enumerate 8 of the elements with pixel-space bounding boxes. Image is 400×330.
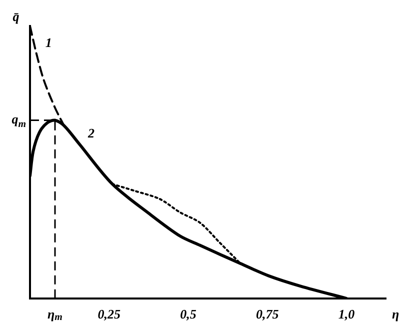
x-tick-label: 0,5 [180,306,197,322]
x-axis-title: η [392,306,400,322]
x-tick-label: 1,0 [338,306,356,322]
x-tick-label: 0,25 [98,306,121,322]
series-label: 2 [87,126,96,141]
x-tick-label: 0,75 [256,306,280,322]
y-axis-title: q̄ [12,8,20,24]
series-label: 1 [45,35,52,50]
